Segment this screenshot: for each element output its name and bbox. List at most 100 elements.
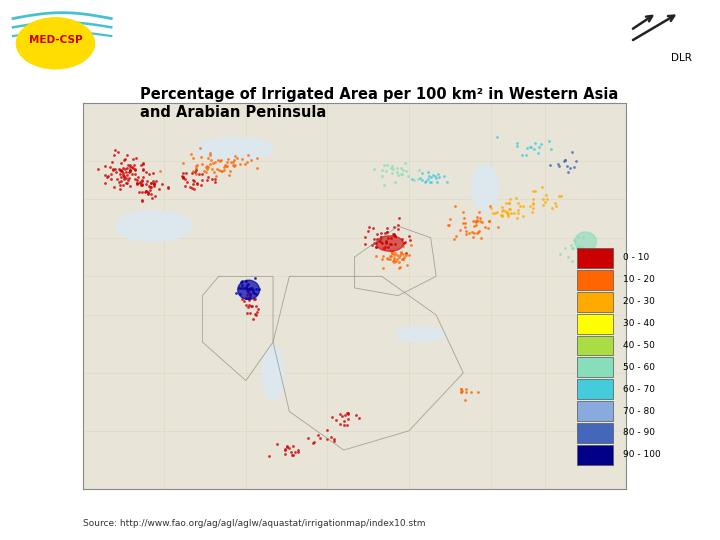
Point — [504, 205, 516, 213]
Point — [315, 434, 326, 442]
Point — [118, 172, 130, 181]
Point — [243, 285, 255, 294]
Point — [386, 233, 397, 242]
Point — [490, 208, 501, 217]
Text: 30 - 40: 30 - 40 — [623, 319, 654, 328]
Point — [455, 388, 467, 397]
Point — [485, 201, 496, 210]
Point — [541, 191, 552, 200]
Point — [402, 260, 413, 269]
Point — [206, 164, 217, 173]
Point — [186, 184, 197, 192]
Point — [229, 156, 240, 164]
Point — [496, 211, 508, 219]
Point — [342, 409, 354, 417]
Ellipse shape — [115, 211, 192, 241]
Point — [215, 157, 226, 165]
Point — [461, 388, 472, 397]
Point — [325, 433, 337, 441]
Point — [251, 285, 262, 293]
Point — [130, 154, 142, 163]
Point — [136, 179, 148, 188]
Point — [376, 171, 387, 180]
Text: 60 - 70: 60 - 70 — [623, 384, 654, 394]
Point — [536, 183, 547, 191]
Point — [471, 215, 482, 224]
Point — [202, 163, 214, 171]
Point — [491, 207, 503, 216]
Point — [338, 417, 350, 426]
Point — [485, 204, 496, 213]
Point — [553, 192, 564, 200]
Point — [343, 409, 354, 418]
Point — [525, 143, 536, 152]
Point — [408, 176, 420, 185]
Point — [397, 249, 409, 258]
Point — [326, 413, 338, 421]
Point — [148, 180, 160, 188]
Point — [125, 167, 136, 176]
Point — [425, 173, 436, 181]
Point — [461, 227, 472, 235]
Point — [135, 161, 147, 170]
Point — [559, 156, 571, 165]
Point — [289, 448, 301, 456]
Point — [529, 187, 541, 195]
Point — [578, 251, 590, 259]
Point — [395, 247, 407, 256]
Point — [248, 294, 260, 303]
Point — [140, 168, 152, 177]
Point — [243, 285, 254, 293]
Point — [511, 213, 523, 222]
Point — [381, 227, 392, 236]
Point — [249, 310, 261, 319]
Point — [395, 251, 406, 260]
Point — [196, 176, 207, 184]
Point — [384, 164, 396, 172]
Point — [201, 165, 212, 173]
Point — [187, 179, 199, 188]
Point — [457, 218, 469, 227]
Point — [179, 181, 191, 190]
Point — [456, 384, 467, 393]
Point — [145, 183, 157, 192]
Point — [502, 210, 513, 218]
Point — [137, 180, 148, 189]
Text: 10 - 20: 10 - 20 — [623, 275, 654, 285]
Text: 0 - 10: 0 - 10 — [623, 253, 649, 262]
Point — [501, 208, 513, 217]
Point — [138, 165, 149, 173]
Point — [544, 136, 555, 145]
Point — [567, 244, 578, 253]
Point — [537, 195, 549, 204]
Point — [505, 209, 517, 218]
Point — [375, 228, 387, 237]
Point — [217, 166, 228, 175]
Point — [153, 185, 164, 193]
Point — [467, 217, 479, 225]
Point — [121, 171, 132, 179]
Point — [145, 179, 156, 188]
Ellipse shape — [472, 164, 499, 211]
Point — [546, 204, 558, 212]
Point — [521, 151, 532, 159]
Point — [369, 165, 380, 173]
Point — [400, 248, 412, 257]
Point — [210, 175, 221, 184]
Point — [243, 287, 254, 296]
Point — [286, 448, 297, 456]
Point — [108, 151, 120, 159]
Point — [483, 217, 495, 226]
Point — [398, 253, 410, 261]
Point — [92, 165, 104, 174]
Point — [387, 165, 398, 173]
Point — [122, 179, 133, 187]
Point — [190, 162, 202, 171]
Point — [244, 309, 256, 318]
Point — [572, 233, 584, 241]
Point — [553, 162, 564, 171]
Point — [524, 143, 536, 152]
Point — [132, 180, 143, 188]
Point — [503, 205, 515, 213]
Point — [206, 175, 217, 184]
